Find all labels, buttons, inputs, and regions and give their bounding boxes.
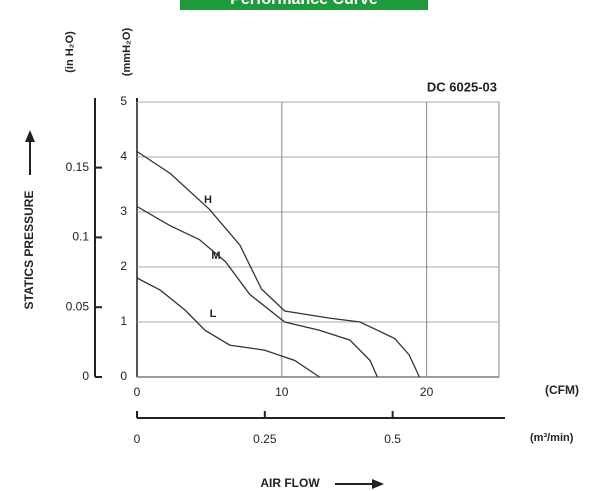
x2-tick-label: 0.5 — [384, 432, 401, 446]
curve-label: L — [210, 308, 217, 320]
curve-label: M — [211, 250, 220, 262]
y2-tick-label: 0.1 — [72, 230, 89, 244]
model-label: DC 6025-03 — [427, 79, 497, 94]
y2-tick-label: 0.15 — [66, 160, 90, 174]
y-arrow — [25, 130, 35, 175]
y2-tick-label: 0.05 — [66, 299, 90, 313]
y-tick-label: 5 — [120, 94, 127, 108]
y-tick-label: 3 — [120, 204, 127, 218]
x2-unit: (m³/min) — [530, 432, 574, 444]
curve — [136, 150, 420, 378]
title-banner — [180, 0, 428, 10]
x-tick-label: 20 — [420, 385, 434, 399]
x-unit: (CFM) — [545, 383, 579, 397]
y2-tick-label: 0 — [82, 369, 89, 383]
y2-unit: (in H₂O) — [64, 31, 76, 73]
x-tick-label: 10 — [275, 385, 289, 399]
x-label: AIR FLOW — [260, 476, 320, 490]
y-label: STATICS PRESSURE — [22, 191, 36, 310]
x-tick-label: 0 — [134, 385, 141, 399]
chart-title: Performance Curve — [230, 0, 378, 8]
x2-tick-label: 0 — [134, 432, 141, 446]
curve — [136, 277, 320, 378]
plot-frame — [136, 101, 500, 378]
x-arrow — [335, 479, 384, 489]
y-tick-label: 2 — [120, 259, 127, 273]
x2-tick-label: 0.25 — [253, 432, 277, 446]
curve — [136, 205, 378, 378]
y-tick-label: 0 — [120, 369, 127, 383]
y-tick-label: 1 — [120, 314, 127, 328]
curve-label: H — [204, 194, 212, 206]
y-unit: (mmH₂O) — [121, 28, 133, 77]
y-tick-label: 4 — [120, 149, 127, 163]
